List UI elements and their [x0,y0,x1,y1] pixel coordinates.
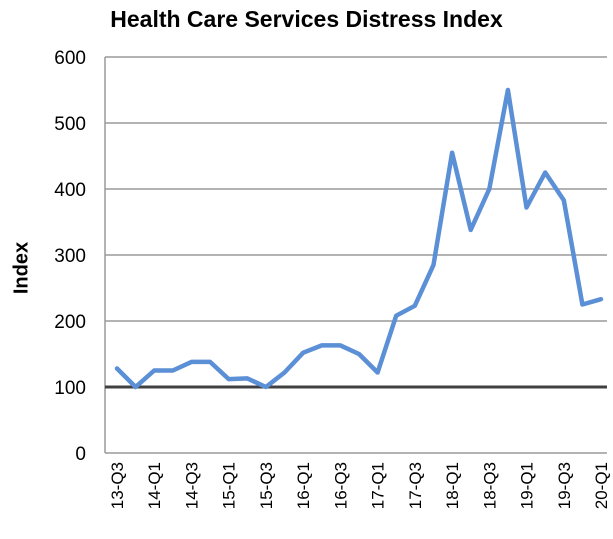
chart-title: Health Care Services Distress Index [110,6,503,32]
y-tick-labels: 0 100 200 300 400 500 600 [54,48,86,465]
x-tick-label: 17-Q1 [369,462,388,509]
y-tick-label: 500 [54,114,86,135]
y-tick-label: 100 [54,378,86,399]
series-line [114,87,604,390]
gridlines [104,56,607,454]
x-tick-label: 16-Q1 [294,462,313,509]
x-tick-label: 14-Q3 [182,462,201,509]
y-tick-label: 300 [54,246,86,267]
y-tick-label: 600 [54,48,86,69]
y-tick-label: 200 [54,312,86,333]
x-tick-label: 13-Q3 [108,462,127,509]
x-tick-label: 16-Q3 [331,462,350,509]
x-tick-label: 17-Q3 [406,462,425,509]
x-tick-label: 15-Q3 [257,462,276,509]
x-tick-label: 18-Q3 [480,462,499,509]
y-tick-label: 0 [75,444,86,465]
x-tick-label: 19-Q3 [555,462,574,509]
x-tick-label: 14-Q1 [145,462,164,509]
x-tick-label: 20-Q1 [592,462,611,509]
x-tick-label: 15-Q1 [220,462,239,509]
y-tick-label: 400 [54,180,86,201]
x-tick-labels: 13-Q3 14-Q1 14-Q3 15-Q1 15-Q3 16-Q1 16-Q3 17-Q1… [108,462,611,509]
x-tick-label: 18-Q1 [443,462,462,509]
x-tick-label: 19-Q1 [518,462,537,509]
